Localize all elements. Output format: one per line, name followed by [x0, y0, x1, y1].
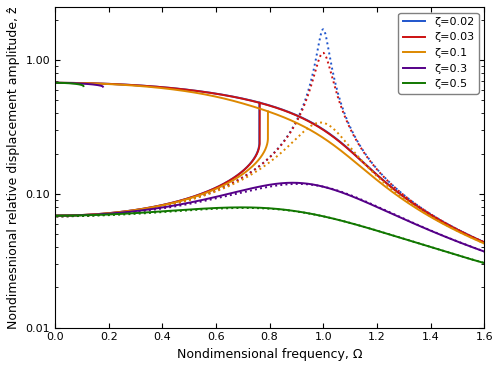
Line: ζ=0.1: ζ=0.1 [56, 83, 268, 112]
Line: ζ=0.03: ζ=0.03 [56, 83, 260, 103]
ζ=0.3 [75, 81, 81, 85]
ζ=0.1 [54, 81, 60, 85]
ζ=0.1 [75, 81, 81, 85]
Line: ζ=0.5: ζ=0.5 [56, 83, 84, 86]
ζ=0.5 [75, 82, 81, 86]
ζ=0.3 [54, 81, 60, 85]
Line: ζ=0.3: ζ=0.3 [56, 83, 103, 86]
ζ=0.02 [75, 81, 81, 85]
X-axis label: Nondimensional frequency, Ω: Nondimensional frequency, Ω [177, 348, 362, 361]
Y-axis label: Nondimesnional relative displacement amplitude, ẑ: Nondimesnional relative displacement amp… [7, 6, 20, 329]
ζ=0.02 [54, 81, 60, 85]
ζ=0.02 [208, 91, 214, 95]
ζ=0.5 [54, 81, 60, 85]
ζ=0.03 [208, 91, 214, 95]
ζ=0.03 [54, 81, 60, 85]
Legend: ζ=0.02, ζ=0.03, ζ=0.1, ζ=0.3, ζ=0.5: ζ=0.02, ζ=0.03, ζ=0.1, ζ=0.3, ζ=0.5 [398, 13, 478, 93]
ζ=0.1 [208, 93, 214, 98]
Line: ζ=0.02: ζ=0.02 [56, 83, 260, 103]
ζ=0.03 [75, 81, 81, 85]
